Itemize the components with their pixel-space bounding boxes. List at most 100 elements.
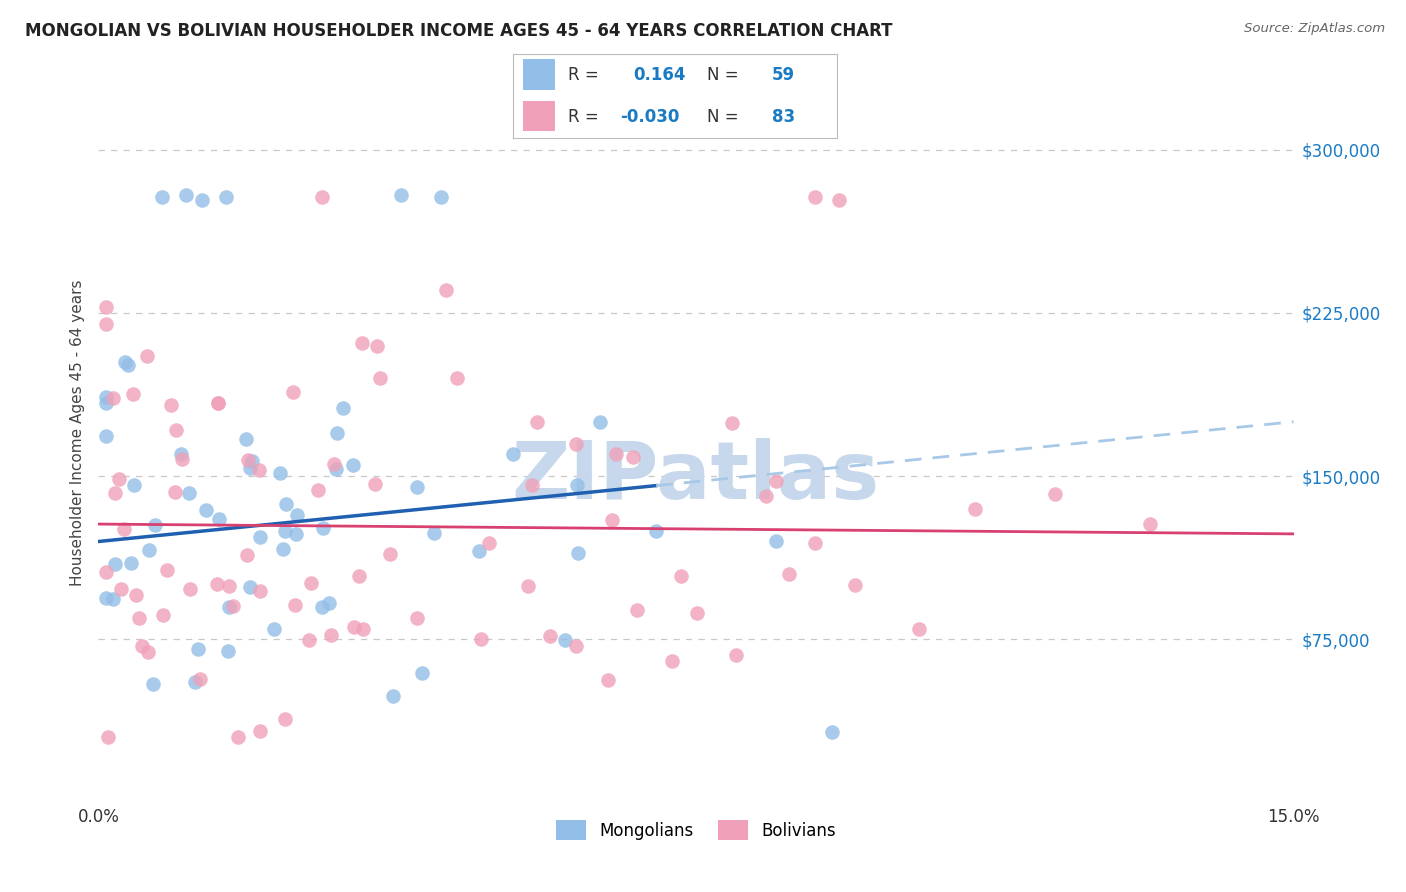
Point (125, 588, 148, 602)
Point (325, 462, 347, 476)
Point (724, 648, 747, 662)
Point (165, 423, 187, 437)
Point (107, 472, 129, 486)
Point (301, 576, 323, 591)
Point (323, 458, 346, 472)
Point (352, 623, 374, 637)
Point (803, 536, 825, 550)
Point (249, 584, 271, 599)
Point (470, 632, 492, 647)
Point (269, 467, 291, 481)
Point (121, 386, 143, 401)
Point (605, 447, 627, 461)
Point (626, 603, 648, 617)
Point (222, 599, 245, 613)
Point (143, 517, 166, 532)
Point (804, 190, 827, 204)
Point (567, 546, 589, 560)
Point (669, 569, 692, 583)
Point (908, 622, 931, 636)
Point (721, 416, 744, 430)
Text: N =: N = (707, 108, 744, 126)
Point (434, 283, 457, 297)
Point (565, 640, 588, 654)
Point (621, 450, 644, 464)
Point (184, 674, 207, 689)
Point (307, 483, 329, 497)
Point (96, 300, 118, 314)
Point (236, 548, 259, 562)
Point (274, 497, 297, 511)
Point (136, 645, 159, 659)
Text: -0.030: -0.030 (620, 108, 679, 126)
Point (152, 608, 174, 623)
Point (411, 665, 433, 680)
Point (389, 188, 412, 202)
Point (97, 731, 120, 745)
Point (205, 576, 228, 591)
Point (778, 567, 800, 582)
Point (828, 193, 851, 207)
Point (502, 447, 524, 461)
Point (517, 579, 540, 593)
Point (217, 644, 239, 658)
Point (567, 478, 589, 492)
Point (364, 477, 387, 491)
Point (645, 524, 668, 538)
Text: R =: R = (568, 66, 605, 84)
Point (423, 525, 446, 540)
Point (249, 530, 271, 544)
Bar (523, 60, 555, 90)
Point (208, 512, 231, 526)
Point (150, 190, 173, 204)
Point (131, 639, 153, 653)
Point (120, 556, 142, 570)
Point (318, 596, 340, 610)
Point (103, 557, 125, 571)
Point (235, 433, 257, 447)
Text: ZIPatlas: ZIPatlas (512, 438, 880, 516)
Point (271, 542, 294, 557)
Point (239, 461, 262, 475)
Point (112, 522, 135, 536)
Point (96, 428, 118, 442)
Point (589, 415, 612, 429)
Point (311, 190, 333, 204)
Point (538, 630, 561, 644)
Point (406, 480, 429, 494)
Point (380, 547, 402, 561)
Point (446, 371, 468, 385)
Point (844, 578, 866, 592)
Point (274, 524, 297, 539)
Point (342, 458, 364, 473)
Point (520, 478, 543, 492)
Text: Source: ZipAtlas.com: Source: ZipAtlas.com (1244, 22, 1385, 36)
Y-axis label: Householder Income Ages 45 - 64 years: Householder Income Ages 45 - 64 years (69, 279, 84, 586)
Point (565, 436, 588, 450)
Point (332, 401, 354, 416)
Text: 0.164: 0.164 (633, 66, 685, 84)
Point (325, 425, 347, 440)
Point (284, 598, 307, 612)
Point (430, 190, 453, 204)
Bar (523, 101, 555, 131)
Point (406, 610, 429, 624)
Point (96, 390, 118, 404)
Point (177, 486, 200, 500)
Point (526, 415, 548, 429)
Point (138, 543, 160, 558)
Text: MONGOLIAN VS BOLIVIAN HOUSEHOLDER INCOME AGES 45 - 64 YEARS CORRELATION CHART: MONGOLIAN VS BOLIVIAN HOUSEHOLDER INCOME… (25, 22, 893, 40)
Point (281, 384, 304, 399)
Point (755, 489, 778, 503)
Point (596, 673, 619, 687)
Point (207, 395, 229, 409)
Point (218, 579, 240, 593)
Point (172, 452, 194, 467)
Point (215, 190, 238, 204)
Point (194, 503, 217, 517)
Point (765, 474, 787, 488)
Point (191, 193, 214, 207)
Point (382, 690, 405, 704)
Point (1139, 517, 1161, 532)
Point (207, 396, 229, 410)
